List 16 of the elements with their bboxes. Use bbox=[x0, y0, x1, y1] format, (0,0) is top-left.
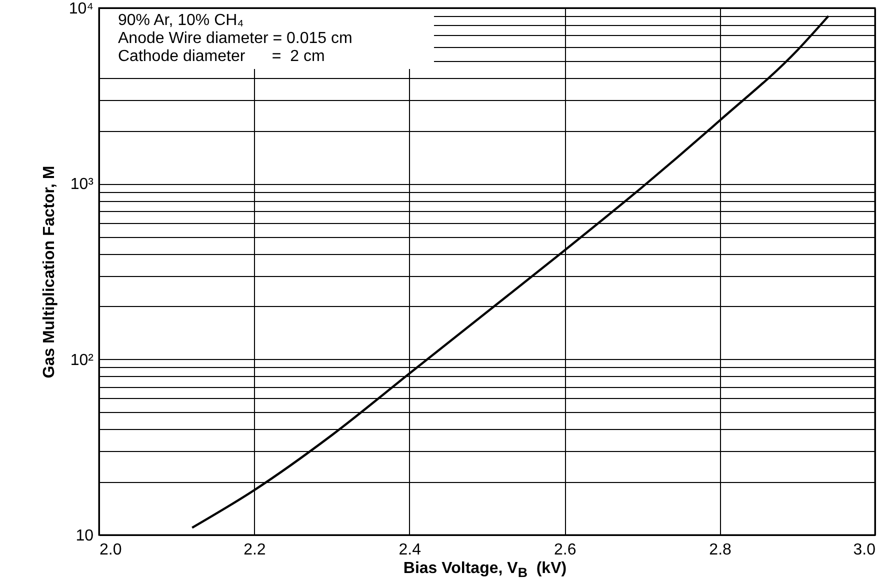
y-tick-label: 10³ bbox=[70, 176, 94, 194]
y-tick-label: 10⁴ bbox=[68, 0, 94, 18]
x-tick-label: 3.0 bbox=[853, 542, 876, 558]
x-tick-label: 2.4 bbox=[398, 542, 422, 558]
y-tick-label: 10 bbox=[76, 528, 94, 544]
x-tick-label: 2.8 bbox=[709, 542, 732, 558]
x-axis-title: Bias Voltage, V$_{B}$ (kV) bbox=[402, 560, 568, 580]
annotation: Cathode diameter = 2 cm bbox=[118, 48, 326, 66]
note-box: 90% Ar, 10% CH₄ Anode Wire diameter = 0.015 cm Cathode diameter = 2 cm bbox=[100, 9, 434, 69]
x-tick-label: 2.6 bbox=[554, 542, 576, 558]
x-tick-label: 2.0 bbox=[100, 542, 122, 558]
y-axis-title: Gas Multiplication Factor, M bbox=[40, 166, 58, 378]
y-tick-label: 10² bbox=[70, 352, 94, 369]
annotation: 90% Ar, 10% CH₄ bbox=[118, 12, 245, 30]
x-tick-label: 2.2 bbox=[244, 542, 266, 558]
annotation: Anode Wire diameter = 0.015 cm bbox=[118, 30, 354, 48]
